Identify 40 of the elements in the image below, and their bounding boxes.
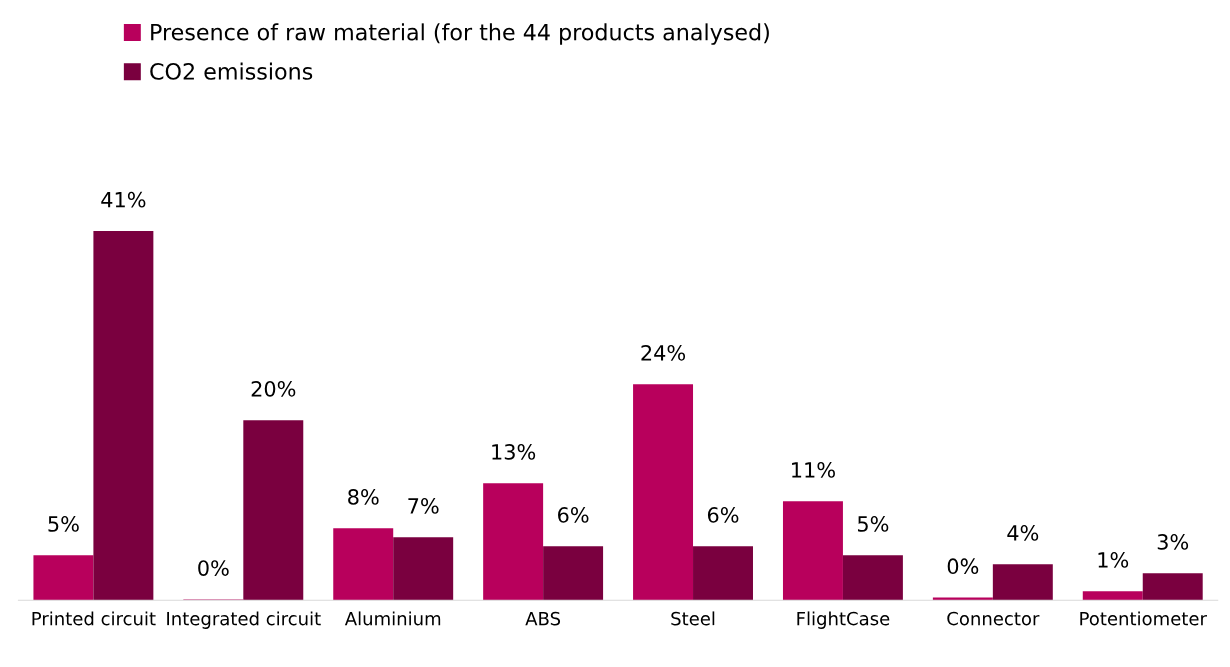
x-tick-label: Printed circuit bbox=[32, 611, 156, 626]
bar bbox=[782, 501, 843, 601]
x-tick-label: Connector bbox=[947, 611, 1040, 626]
bar bbox=[243, 420, 304, 601]
data-label: 5% bbox=[48, 516, 79, 532]
bar bbox=[483, 483, 544, 601]
bar bbox=[842, 555, 903, 601]
data-label: 6% bbox=[707, 507, 739, 523]
data-label: 20% bbox=[251, 380, 296, 397]
data-label: 13% bbox=[492, 443, 536, 460]
data-label: 7% bbox=[408, 498, 439, 514]
data-label: 6% bbox=[558, 507, 589, 523]
data-label: 8% bbox=[348, 489, 379, 505]
bar bbox=[633, 384, 694, 601]
bar bbox=[1082, 591, 1143, 601]
bar bbox=[543, 546, 604, 601]
data-label: 0% bbox=[198, 560, 229, 576]
x-tick-label: Integrated circuit bbox=[167, 611, 321, 629]
data-label: 4% bbox=[1007, 525, 1039, 541]
data-label: 0% bbox=[947, 558, 979, 575]
bar bbox=[393, 537, 454, 601]
data-label: 1% bbox=[1098, 552, 1129, 568]
bar bbox=[693, 546, 753, 601]
x-tick-label: ABS bbox=[525, 611, 561, 626]
bar bbox=[93, 231, 154, 601]
data-label: 24% bbox=[641, 344, 686, 361]
bar bbox=[333, 528, 394, 601]
x-tick-label: FlightCase bbox=[797, 611, 890, 629]
x-tick-label: Potentiometer bbox=[1080, 611, 1207, 626]
data-label: 41% bbox=[101, 191, 146, 208]
x-tick-label: Aluminium bbox=[344, 611, 441, 626]
bar bbox=[33, 555, 94, 601]
bar bbox=[1142, 573, 1203, 601]
x-tick-label: Steel bbox=[671, 611, 715, 626]
bar bbox=[992, 564, 1053, 601]
data-label: 5% bbox=[858, 516, 889, 532]
legend-label: Presence of raw material (for the 44 products analysed) bbox=[151, 23, 769, 45]
data-label: 11% bbox=[792, 462, 835, 478]
data-label: 3% bbox=[1157, 534, 1189, 550]
legend-label: CO2 emissions bbox=[150, 62, 313, 80]
